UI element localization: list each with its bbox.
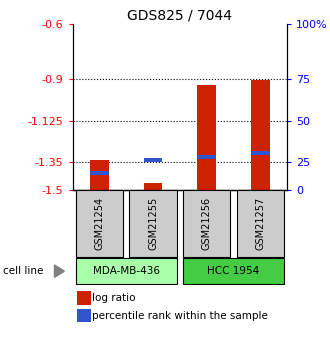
Bar <box>144 183 162 190</box>
Bar <box>251 80 270 190</box>
Text: GSM21255: GSM21255 <box>148 197 158 250</box>
Bar <box>77 291 91 305</box>
Bar <box>129 190 177 257</box>
Polygon shape <box>54 265 64 277</box>
Text: cell line: cell line <box>3 266 44 276</box>
Bar <box>251 151 270 155</box>
Bar <box>90 171 109 175</box>
Text: GSM21254: GSM21254 <box>94 197 104 250</box>
Text: GSM21257: GSM21257 <box>255 197 265 250</box>
Text: percentile rank within the sample: percentile rank within the sample <box>92 310 268 321</box>
Bar <box>197 155 216 159</box>
Text: MDA-MB-436: MDA-MB-436 <box>93 266 160 276</box>
Bar <box>90 160 109 190</box>
Bar <box>237 190 284 257</box>
Bar <box>197 85 216 190</box>
Text: GSM21256: GSM21256 <box>202 197 212 250</box>
Bar <box>76 190 123 257</box>
Bar <box>77 309 91 323</box>
Text: HCC 1954: HCC 1954 <box>207 266 260 276</box>
Text: log ratio: log ratio <box>92 293 136 303</box>
Bar <box>144 158 162 162</box>
Bar <box>183 258 284 284</box>
Bar <box>76 258 177 284</box>
Title: GDS825 / 7044: GDS825 / 7044 <box>127 9 232 23</box>
Bar <box>183 190 230 257</box>
